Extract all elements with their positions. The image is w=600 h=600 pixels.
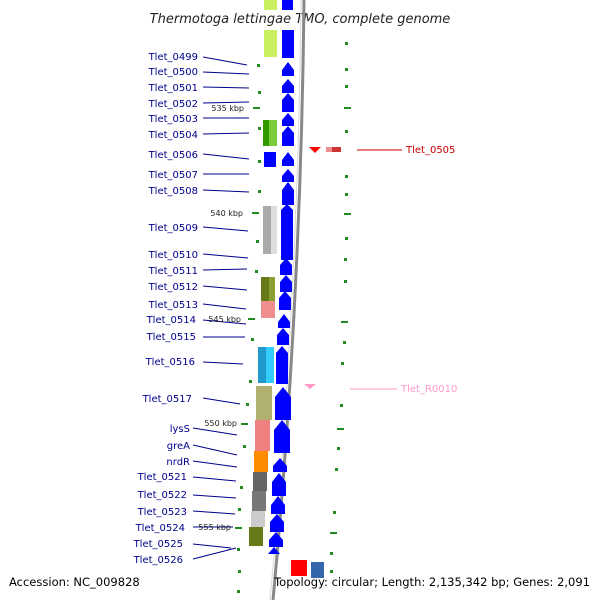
gene-label[interactable]: Tlet_0506 bbox=[148, 150, 198, 161]
gene-label[interactable]: Tlet_0522 bbox=[137, 490, 187, 501]
gene-label[interactable]: Tlet_0501 bbox=[148, 83, 198, 94]
gene-label[interactable]: Tlet_0516 bbox=[145, 357, 195, 368]
accession-text: Accession: NC_009828 bbox=[9, 575, 140, 589]
gene-label[interactable]: Tlet_0500 bbox=[148, 67, 198, 78]
rrna-marker bbox=[309, 147, 321, 153]
scale-label: 535 kbp bbox=[211, 104, 244, 113]
topology-text: Topology: circular; Length: 2,135,342 bp… bbox=[273, 575, 590, 589]
gene-label[interactable]: Tlet_0526 bbox=[133, 555, 183, 566]
gene-label[interactable]: Tlet_0517 bbox=[142, 394, 192, 405]
gene-label[interactable]: Tlet_0511 bbox=[148, 266, 198, 277]
map-title: Thermotoga lettingae TMO, complete genom… bbox=[150, 12, 451, 27]
gene-label[interactable]: lysS bbox=[170, 424, 190, 435]
gene-label-right[interactable]: Tlet_R0010 bbox=[400, 384, 457, 395]
gene-label[interactable]: Tlet_0521 bbox=[137, 472, 187, 483]
gene-label[interactable]: Tlet_0504 bbox=[148, 130, 198, 141]
rrna-block-pale bbox=[326, 147, 332, 152]
gene-label[interactable]: Tlet_0499 bbox=[148, 52, 198, 63]
gene-label-right[interactable]: Tlet_0505 bbox=[405, 145, 455, 156]
gene-label[interactable]: Tlet_0515 bbox=[146, 332, 196, 343]
feature-block-red bbox=[291, 560, 307, 576]
trna-marker bbox=[304, 384, 316, 389]
scale-ticks-outer bbox=[330, 42, 351, 573]
gene-label[interactable]: Tlet_0502 bbox=[148, 99, 198, 110]
gene-labels-right: Tlet_0505 Tlet_R0010 bbox=[400, 145, 457, 395]
gene-label[interactable]: Tlet_0514 bbox=[146, 315, 196, 326]
gene-label[interactable]: Tlet_0512 bbox=[148, 282, 198, 293]
gene-label[interactable]: Tlet_0503 bbox=[148, 114, 198, 125]
scale-label: 540 kbp bbox=[210, 209, 243, 218]
gene-label[interactable]: Tlet_0510 bbox=[148, 250, 198, 261]
gene-label[interactable]: Tlet_0513 bbox=[148, 300, 198, 311]
gene-label[interactable]: nrdR bbox=[166, 457, 190, 468]
scale-ticks-inner bbox=[235, 64, 261, 593]
gene-labels-left: Tlet_0499 Tlet_0500 Tlet_0501 Tlet_0502 … bbox=[133, 52, 198, 566]
gene-label[interactable]: Tlet_0525 bbox=[133, 539, 183, 550]
feature-block-steel bbox=[311, 562, 324, 578]
rrna-block bbox=[332, 147, 341, 152]
gene-label[interactable]: greA bbox=[167, 441, 190, 452]
gene-label[interactable]: Tlet_0524 bbox=[135, 523, 185, 534]
leader-lines bbox=[192, 56, 402, 560]
function-track bbox=[249, 0, 277, 546]
cds-track bbox=[268, 0, 294, 554]
scale-label: 555 kbp bbox=[198, 523, 231, 532]
gene-label[interactable]: Tlet_0523 bbox=[137, 507, 187, 518]
scale-label: 545 kbp bbox=[208, 315, 241, 324]
gene-label[interactable]: Tlet_0507 bbox=[148, 170, 198, 181]
scale-labels: 535 kbp 540 kbp 545 kbp 550 kbp 555 kbp bbox=[198, 104, 244, 532]
scale-label: 550 kbp bbox=[204, 419, 237, 428]
gene-label[interactable]: Tlet_0508 bbox=[148, 186, 198, 197]
reverse-strand-track bbox=[291, 147, 341, 578]
gene-label[interactable]: Tlet_0509 bbox=[148, 223, 198, 234]
